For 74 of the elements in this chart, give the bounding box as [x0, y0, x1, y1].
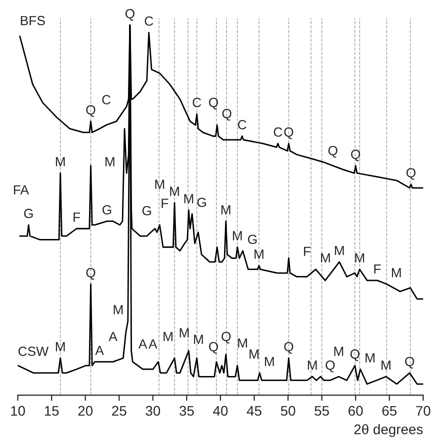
x-axis-title: 2θ degrees: [354, 424, 423, 437]
annotation: M: [180, 328, 189, 338]
annotation: F: [304, 246, 310, 256]
annotation: M: [334, 346, 344, 356]
annotation: M: [221, 205, 230, 214]
annotation: M: [366, 353, 374, 362]
annotation: M: [382, 360, 390, 370]
annotation: A: [108, 332, 118, 342]
annotation: M: [321, 253, 330, 262]
annotation: G: [102, 205, 112, 214]
annotation: Q: [208, 342, 218, 354]
x-tick-label: 50: [280, 406, 296, 416]
annotation: M: [155, 180, 164, 189]
annotation: G: [248, 234, 257, 244]
annotation: M: [392, 268, 401, 278]
annotation: M: [250, 350, 258, 359]
annotation: Q: [222, 332, 231, 344]
x-tick-label: 45: [246, 406, 262, 416]
annotation: C: [238, 120, 246, 130]
x-tick-label: 30: [146, 406, 160, 416]
annotation: C: [144, 16, 154, 26]
annotation: A: [95, 346, 104, 355]
annotation: M: [56, 342, 65, 352]
annotation: G: [24, 208, 33, 218]
annotation: C: [192, 98, 202, 108]
x-tick-label: 10: [11, 406, 25, 416]
annotation: G: [197, 198, 206, 208]
annotation: Q: [86, 105, 96, 117]
x-tick-label: 15: [44, 406, 59, 416]
annotation: M: [184, 194, 194, 204]
annotation: G: [142, 206, 151, 216]
series-label: BFS: [20, 16, 45, 26]
x-tick-label: 60: [348, 406, 363, 416]
annotation: C: [274, 127, 282, 137]
annotation: Q: [350, 349, 360, 362]
x-tick-label: 25: [112, 406, 126, 416]
annotation: Q: [222, 108, 232, 121]
annotation: F: [74, 212, 80, 222]
annotation: Q: [328, 146, 338, 158]
x-tick-label: 40: [213, 406, 228, 416]
annotation: Q: [406, 168, 416, 180]
annotation: M: [334, 246, 344, 256]
annotation: Q: [351, 150, 360, 162]
annotation: Q: [86, 268, 96, 280]
x-tick-label: 55: [314, 406, 329, 416]
annotation: M: [170, 186, 179, 196]
annotation: Q: [284, 342, 294, 354]
annotation: A: [138, 339, 148, 348]
annotation: M: [308, 360, 317, 370]
annotation: Q: [125, 8, 134, 21]
annotation: Q: [208, 98, 218, 110]
annotation: M: [194, 334, 203, 344]
x-tick-label: 20: [78, 406, 93, 416]
x-tick-label: 70: [416, 406, 430, 416]
annotation: Q: [326, 360, 335, 372]
annotation: Q: [405, 356, 414, 369]
annotation: M: [232, 231, 242, 240]
annotation: M: [254, 250, 264, 259]
annotation: M: [105, 157, 114, 166]
x-tick-label: 35: [180, 406, 194, 416]
annotation: F: [374, 264, 381, 274]
text: FA: [14, 185, 29, 194]
annotation: C: [102, 95, 111, 104]
annotation: M: [114, 305, 123, 314]
annotation: M: [355, 253, 364, 262]
x-tick-label: 65: [382, 406, 397, 416]
annotation: M: [238, 338, 247, 348]
annotation: F: [162, 198, 168, 208]
annotation: Q: [284, 127, 294, 140]
annotation: M: [164, 332, 172, 342]
annotation: A: [148, 339, 158, 348]
annotation: M: [56, 157, 65, 166]
annotation: M: [264, 356, 274, 366]
series-label: CSW: [18, 346, 49, 356]
